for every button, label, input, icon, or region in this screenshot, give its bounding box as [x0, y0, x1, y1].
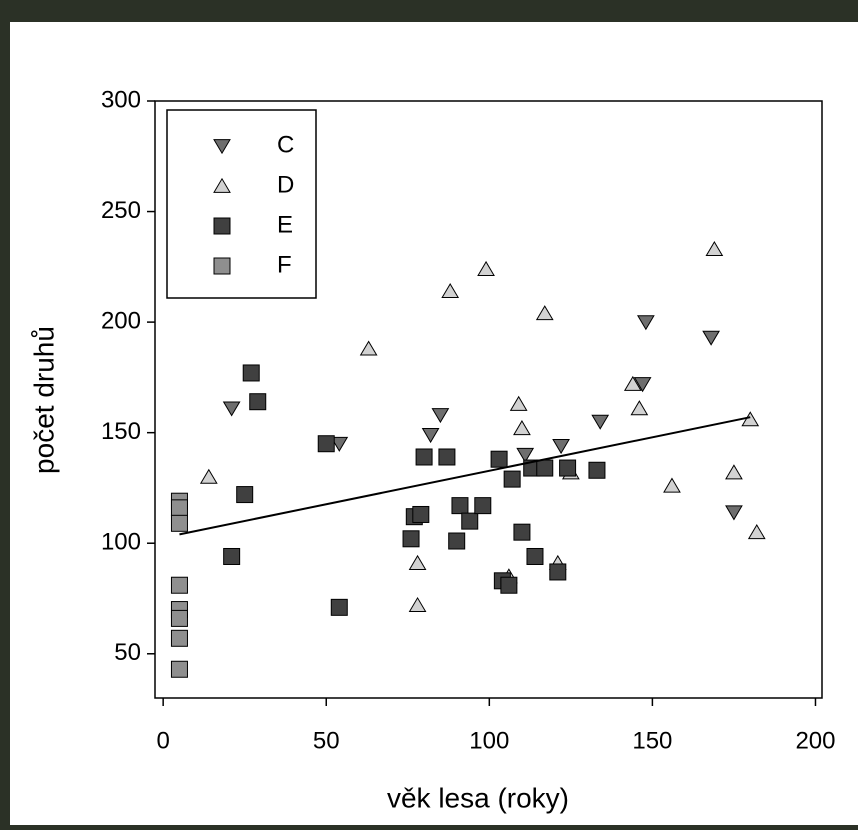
point: [702, 330, 720, 346]
legend-box: [166, 109, 317, 299]
legend-label: C: [277, 131, 294, 158]
point: [448, 532, 466, 550]
legend-marker: [213, 217, 231, 235]
point: [170, 629, 188, 647]
point: [317, 435, 335, 453]
point: [330, 436, 349, 452]
point: [513, 523, 531, 541]
trend-line: [179, 416, 751, 536]
point: [747, 523, 766, 540]
point: [516, 447, 535, 463]
y-tick-label: 200: [101, 307, 141, 334]
x-axis-label: věk lesa (roky): [387, 782, 569, 813]
point: [477, 260, 495, 276]
y-tick-label: 250: [101, 197, 141, 224]
plot-frame: [154, 100, 823, 699]
point: [725, 464, 743, 480]
point: [630, 400, 649, 416]
point: [536, 459, 554, 477]
point: [636, 315, 655, 331]
point: [441, 282, 460, 299]
y-tick-label: 100: [101, 529, 141, 556]
point: [549, 563, 567, 581]
point: [421, 427, 440, 444]
point: [559, 459, 577, 477]
point: [633, 377, 652, 393]
y-tick-label: 50: [114, 639, 141, 666]
point: [451, 497, 469, 515]
point: [431, 408, 450, 424]
point: [474, 497, 492, 515]
point: [170, 660, 188, 678]
point: [552, 439, 570, 455]
point: [705, 240, 724, 257]
y-tick-label: 300: [101, 86, 141, 113]
legend-label: E: [277, 211, 293, 238]
point: [170, 576, 188, 594]
point: [438, 448, 456, 466]
legend-label: F: [277, 251, 292, 278]
legend-marker: [213, 139, 231, 155]
point: [170, 609, 188, 627]
point: [503, 470, 521, 488]
point: [725, 505, 743, 521]
point: [236, 486, 254, 504]
legend-marker: [213, 177, 231, 193]
legend-marker: [213, 257, 231, 275]
x-tick-label: 50: [313, 727, 340, 754]
point: [412, 505, 430, 523]
point: [663, 477, 681, 493]
x-tick-label: 150: [632, 727, 672, 754]
point: [513, 420, 531, 436]
x-tick-label: 0: [156, 727, 169, 754]
point: [490, 450, 508, 468]
point: [461, 512, 479, 530]
point: [249, 393, 267, 411]
point: [170, 499, 188, 517]
point: [242, 364, 260, 382]
point: [588, 461, 606, 479]
legend-label: D: [277, 171, 294, 198]
point: [591, 414, 610, 430]
point: [623, 375, 642, 391]
point: [330, 598, 348, 616]
point: [535, 305, 554, 321]
point: [408, 596, 427, 613]
point: [408, 554, 427, 571]
point: [509, 395, 528, 411]
point: [170, 514, 188, 532]
x-tick-label: 100: [469, 727, 509, 754]
point: [222, 401, 241, 417]
point: [199, 468, 218, 484]
point: [415, 448, 433, 466]
y-axis-label: počet druhů: [28, 326, 59, 474]
point: [402, 530, 420, 548]
point: [223, 547, 241, 565]
y-tick-label: 150: [101, 418, 141, 445]
point: [526, 547, 544, 565]
x-tick-label: 200: [795, 727, 835, 754]
point: [500, 576, 518, 594]
point: [359, 340, 378, 356]
